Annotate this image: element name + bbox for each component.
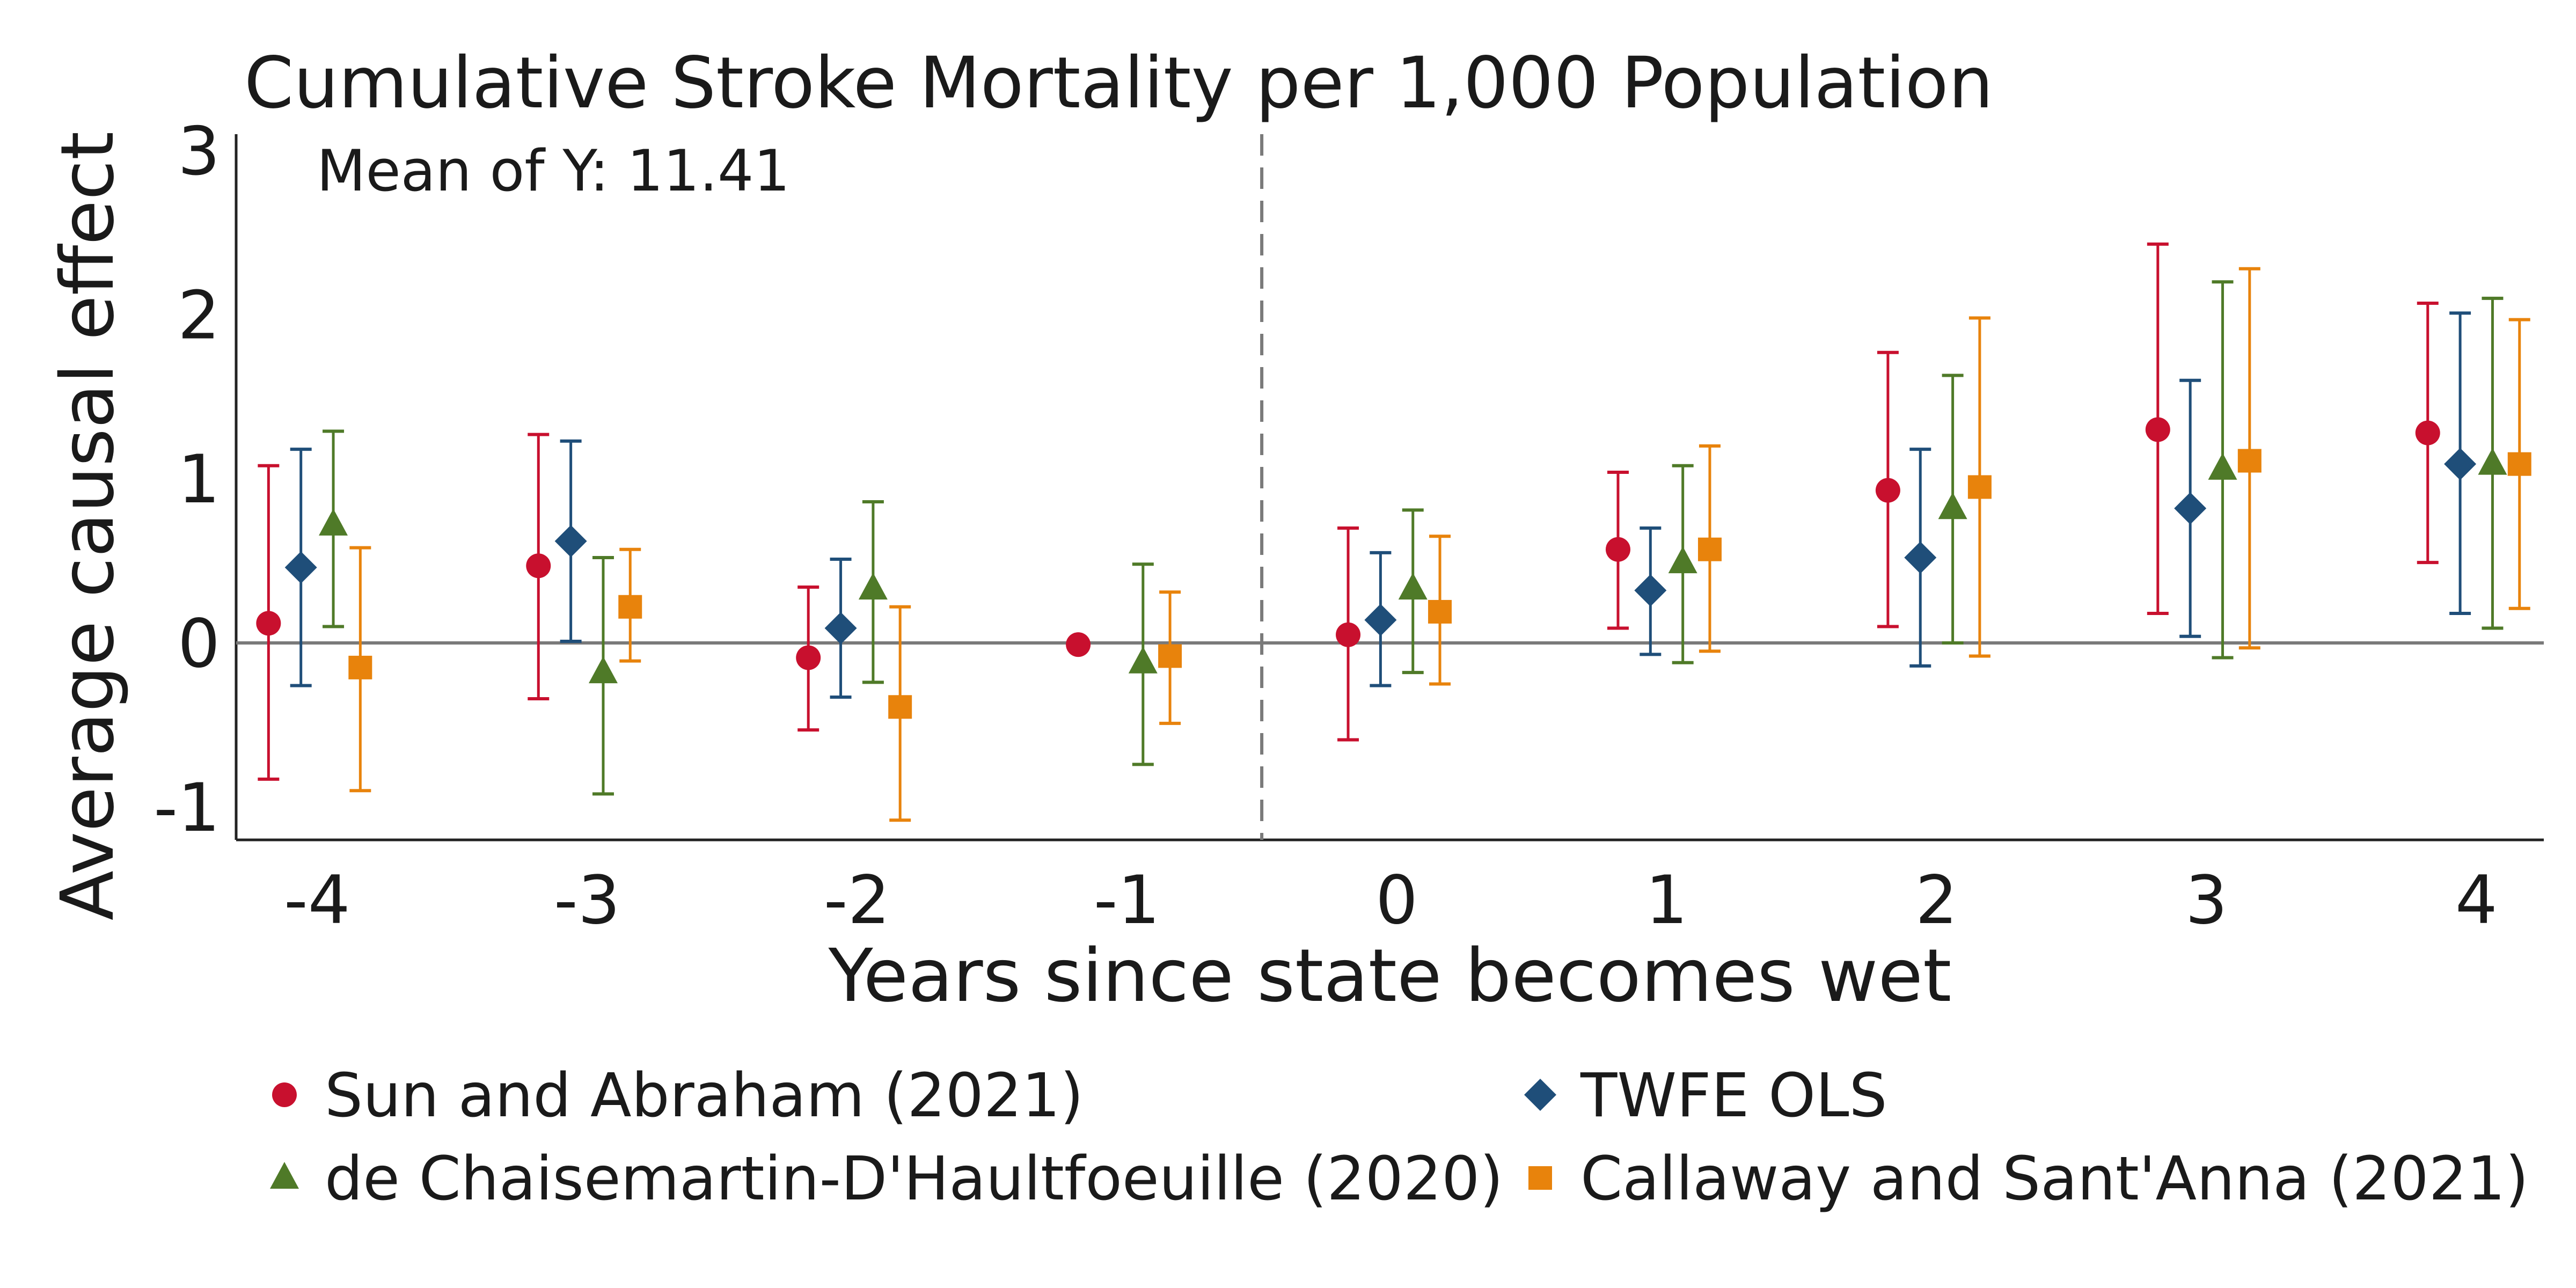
mean-annotation: Mean of Y: 11.41 [317,138,790,204]
x-tick-label: -3 [554,862,620,939]
point-estimate [2174,492,2207,525]
point-estimate [2478,448,2507,475]
point-estimate [2208,452,2237,480]
point-estimate [319,508,348,536]
point-estimate [858,573,888,600]
x-tick-label: 2 [1915,862,1958,939]
point-estimate [1128,646,1158,674]
legend-label: de Chaisemartin-D'Haultfoeuille (2020) [325,1144,1503,1214]
point-estimate [888,695,912,719]
legend-marker-diamond [1524,1079,1556,1111]
y-tick-label: 1 [178,441,220,518]
point-estimate [1605,537,1630,562]
legend-label: TWFE OLS [1580,1061,1887,1131]
series-diamond [284,311,2477,699]
legend-label: Sun and Abraham (2021) [325,1061,1084,1131]
x-tick-label: 4 [2455,862,2498,939]
point-estimate [796,645,821,670]
chart-title: Cumulative Stroke Mortality per 1,000 Po… [244,42,1993,125]
y-tick-label: 0 [178,605,220,683]
x-tick-label: -1 [1094,862,1160,939]
series-circle [256,242,2440,781]
point-estimate [1066,632,1091,657]
y-axis-label: Average causal effect [46,131,130,920]
plot-area [235,134,2544,841]
point-estimate [554,525,587,558]
point-estimate [1938,492,1967,519]
point-estimate [348,655,372,679]
y-tick-label: -1 [153,770,220,847]
point-estimate [588,656,618,684]
point-estimate [1697,537,1722,561]
point-estimate [2507,452,2531,476]
point-estimate [1428,599,1452,624]
point-estimate [618,595,642,619]
legend: Sun and Abraham (2021) TWFE OLS de Chaisem… [270,1061,2529,1214]
point-estimate [2444,448,2477,480]
x-axis-label: Years since state becomes wet [828,934,1952,1019]
legend-marker-triangle [270,1162,299,1189]
point-estimate [1398,573,1428,600]
point-estimate [526,553,551,579]
point-estimate [824,612,857,645]
legend-marker-square [1528,1166,1552,1190]
x-tick-label: 0 [1375,862,1418,939]
point-estimate [1158,644,1182,668]
x-tick-label: 3 [2185,862,2228,939]
y-tick-label: 2 [178,277,220,354]
point-estimate [1967,475,1992,499]
x-tick-label: -2 [824,862,890,939]
point-estimate [1634,574,1667,607]
point-estimate [284,551,317,584]
point-estimate [1904,541,1937,574]
series-square [348,267,2531,822]
point-estimate [1364,604,1397,636]
point-estimate [256,611,281,636]
legend-item: TWFE OLS [1524,1061,1887,1131]
y-tick-label: 3 [178,113,220,191]
axis-ticks: -1 0 1 2 3 -4 -3 -2 -1 0 1 2 3 4 [153,113,2497,939]
point-estimate [1336,622,1361,647]
point-estimate [2145,417,2170,442]
legend-item: de Chaisemartin-D'Haultfoeuille (2020) [270,1144,1503,1214]
x-tick-label: 1 [1645,862,1688,939]
legend-item: Sun and Abraham (2021) [272,1061,1084,1131]
legend-label: Callaway and Sant'Anna (2021) [1580,1144,2529,1214]
point-estimate [2237,449,2262,473]
point-estimate [1875,478,1900,503]
x-tick-label: -4 [284,862,350,939]
series-triangle [319,280,2507,796]
point-estimate [2415,420,2440,445]
legend-item: Callaway and Sant'Anna (2021) [1528,1144,2529,1214]
legend-marker-circle [272,1082,297,1107]
point-estimate [1668,546,1697,574]
